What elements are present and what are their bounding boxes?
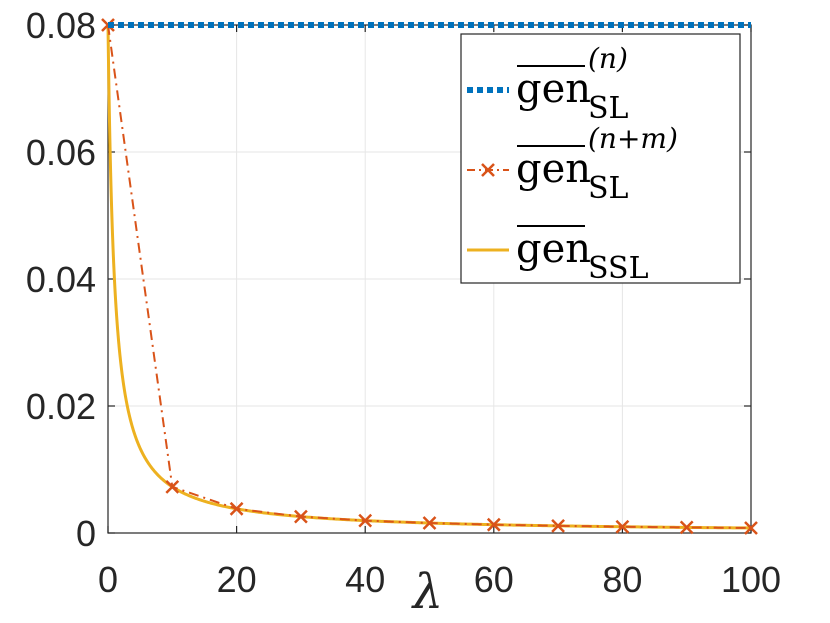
y-tick-label: 0.06 [26,132,96,173]
data-point-x-marker [551,518,565,533]
data-point-x-marker [679,520,694,535]
x-tick-labels: 0 20 40 60 80 100 [98,559,781,600]
legend-label-subscript: SSL [588,251,649,286]
data-point-x-marker [615,519,630,534]
data-point-x-marker [358,513,373,528]
legend-label-superscript: (n+m) [588,122,678,155]
x-tick-label: 100 [721,559,781,600]
data-point-x-marker [744,521,758,535]
legend-label-base: gen [516,146,591,192]
legend-label-superscript: (n) [588,42,628,75]
legend-label-base: gen [516,66,591,112]
data-point-x-marker [294,509,308,524]
y-tick-label: 0.08 [26,5,96,46]
data-point-x-marker [486,517,501,532]
x-tick-label: 20 [217,559,257,600]
y-tick-label: 0 [76,513,96,554]
x-tick-label: 0 [98,559,118,600]
x-tick-label: 40 [345,559,385,600]
data-point-x-marker [165,479,180,494]
legend-box [460,33,741,284]
y-tick-labels: 0 0.02 0.04 0.06 0.08 [26,5,96,554]
legend-label-subscript: SL [588,171,629,206]
y-tick-label: 0.04 [26,259,96,300]
x-tick-label: 60 [474,559,514,600]
data-point-x-marker [422,516,437,530]
legend-label-subscript: SL [588,91,629,126]
x-tick-label: 80 [602,559,642,600]
legend-label-base: gen [516,226,591,272]
data-point-x-marker [229,501,244,516]
x-axis-label: λ [411,564,443,620]
y-tick-label: 0.02 [26,386,96,427]
legend-marker-x [481,163,495,177]
